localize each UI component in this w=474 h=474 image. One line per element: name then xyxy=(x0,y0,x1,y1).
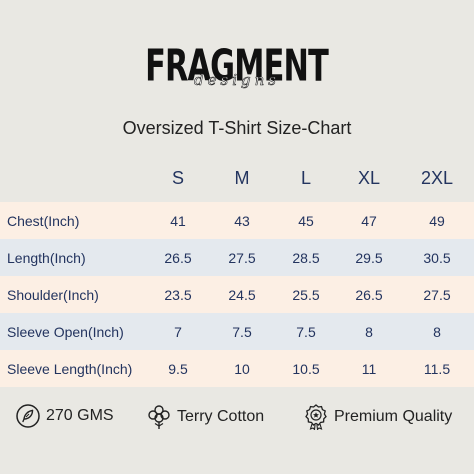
table-cell: 49 xyxy=(429,213,445,229)
table-cell: 7.5 xyxy=(232,324,252,340)
table-cell: 9.5 xyxy=(168,361,188,377)
cotton-flower-icon xyxy=(147,404,171,430)
feature-fabric: Terry Cotton xyxy=(147,404,264,430)
table-cell: 41 xyxy=(170,213,186,229)
page-title: Oversized T-Shirt Size-Chart xyxy=(122,118,352,138)
table-row: Length(Inch) 26.5 27.5 28.5 29.5 30.5 xyxy=(0,239,474,276)
table-cell: 43 xyxy=(234,213,250,229)
size-header-xl: XL xyxy=(357,168,381,188)
table-cell: 29.5 xyxy=(355,250,383,266)
feature-list: 270 GMS Terry Cotton Pre xyxy=(0,404,474,432)
table-cell: 26.5 xyxy=(164,250,192,266)
feature-label: Premium Quality xyxy=(334,408,453,425)
row-label: Sleeve Length(Inch) xyxy=(7,361,133,377)
size-header-m: M xyxy=(234,168,250,188)
row-label: Sleeve Open(Inch) xyxy=(7,324,124,340)
table-cell: 45 xyxy=(298,213,314,229)
table-row: Shoulder(Inch) 23.5 24.5 25.5 26.5 27.5 xyxy=(0,276,474,313)
size-header-2xl: 2XL xyxy=(420,168,454,188)
feature-label: Terry Cotton xyxy=(177,408,265,425)
quality-badge-icon xyxy=(304,404,328,430)
table-row: Sleeve Length(Inch) 9.5 10 10.5 11 11.5 xyxy=(0,350,474,387)
size-table: Chest(Inch) 41 43 45 47 49 Length(Inch) … xyxy=(0,202,474,387)
table-cell: 11 xyxy=(361,361,377,377)
table-cell: 30.5 xyxy=(423,250,451,266)
table-cell: 7 xyxy=(174,324,182,340)
table-cell: 10.5 xyxy=(292,361,320,377)
table-cell: 8 xyxy=(433,324,441,340)
table-row: Sleeve Open(Inch) 7 7.5 7.5 8 8 xyxy=(0,313,474,350)
table-cell: 47 xyxy=(361,213,377,229)
table-cell: 26.5 xyxy=(355,287,383,303)
table-cell: 11.5 xyxy=(423,361,451,377)
table-cell: 23.5 xyxy=(164,287,192,303)
feature-quality: Premium Quality xyxy=(304,404,452,430)
row-label: Chest(Inch) xyxy=(7,213,80,229)
table-cell: 10 xyxy=(234,361,250,377)
table-row: Chest(Inch) 41 43 45 47 49 xyxy=(0,202,474,239)
size-header-row: S M L XL 2XL xyxy=(0,168,474,196)
table-cell: 25.5 xyxy=(292,287,320,303)
table-cell: 7.5 xyxy=(296,324,316,340)
brand-logo: FRAGMENT designs xyxy=(0,44,474,89)
table-cell: 27.5 xyxy=(423,287,451,303)
table-cell: 24.5 xyxy=(228,287,256,303)
row-label: Length(Inch) xyxy=(7,250,86,266)
feature-gsm: 270 GMS xyxy=(16,404,114,428)
size-header-s: S xyxy=(171,168,185,188)
row-label: Shoulder(Inch) xyxy=(7,287,99,303)
table-cell: 28.5 xyxy=(292,250,320,266)
brand-name: FRAGMENT xyxy=(145,40,330,92)
feature-label: 270 GMS xyxy=(46,407,114,424)
table-cell: 27.5 xyxy=(228,250,256,266)
feather-icon xyxy=(16,404,40,428)
size-header-l: L xyxy=(300,168,312,188)
brand-subtitle: designs xyxy=(194,71,280,90)
table-cell: 8 xyxy=(365,324,373,340)
